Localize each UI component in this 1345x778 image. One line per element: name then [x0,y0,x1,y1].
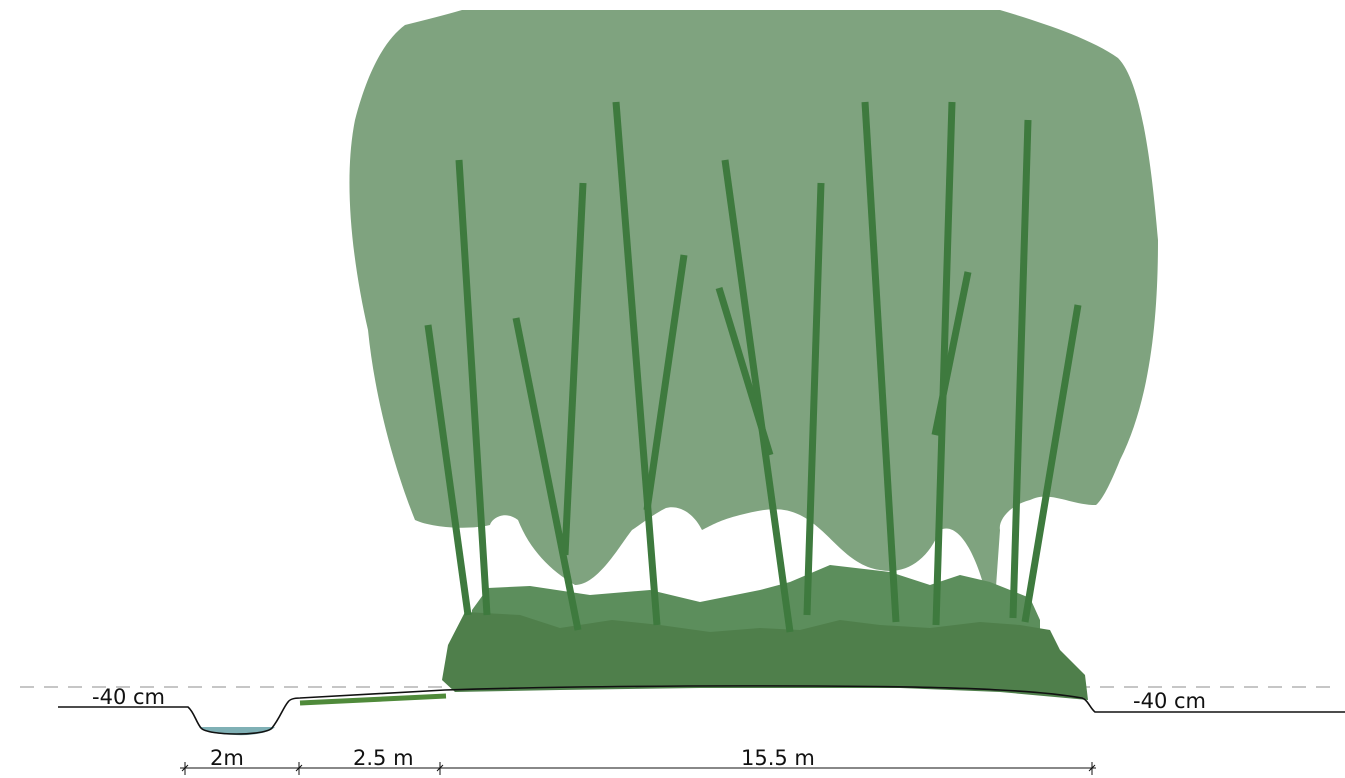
tree-stem [1009,119,1032,619]
tree-canopy [349,10,1159,615]
dimension-label-ditch: 2m [210,746,244,770]
dimension-label-strip: 2.5 m [353,746,414,770]
tree-stem [861,101,900,623]
shrub-layer-lower [442,612,1088,700]
tree-stem [643,254,688,511]
dimension-line [180,762,1096,775]
tree-stem [715,286,774,457]
right-depth-label: -40 cm [1133,689,1206,713]
tree-stem [931,271,972,436]
tree-stem [1021,304,1082,623]
dimension-label-hedge: 15.5 m [741,746,815,770]
planting-strip [299,693,447,706]
tree-stem [612,101,661,626]
tree-stem [424,324,472,616]
tree-stem [932,101,956,626]
tree-stem [512,317,582,631]
ground-profile [58,685,1345,735]
tree-stems [424,101,1082,633]
tree-stem [803,182,825,616]
left-depth-label: -40 cm [92,685,165,709]
tree-stem [455,159,491,616]
tree-stem [561,182,587,556]
tree-stem [721,159,794,633]
